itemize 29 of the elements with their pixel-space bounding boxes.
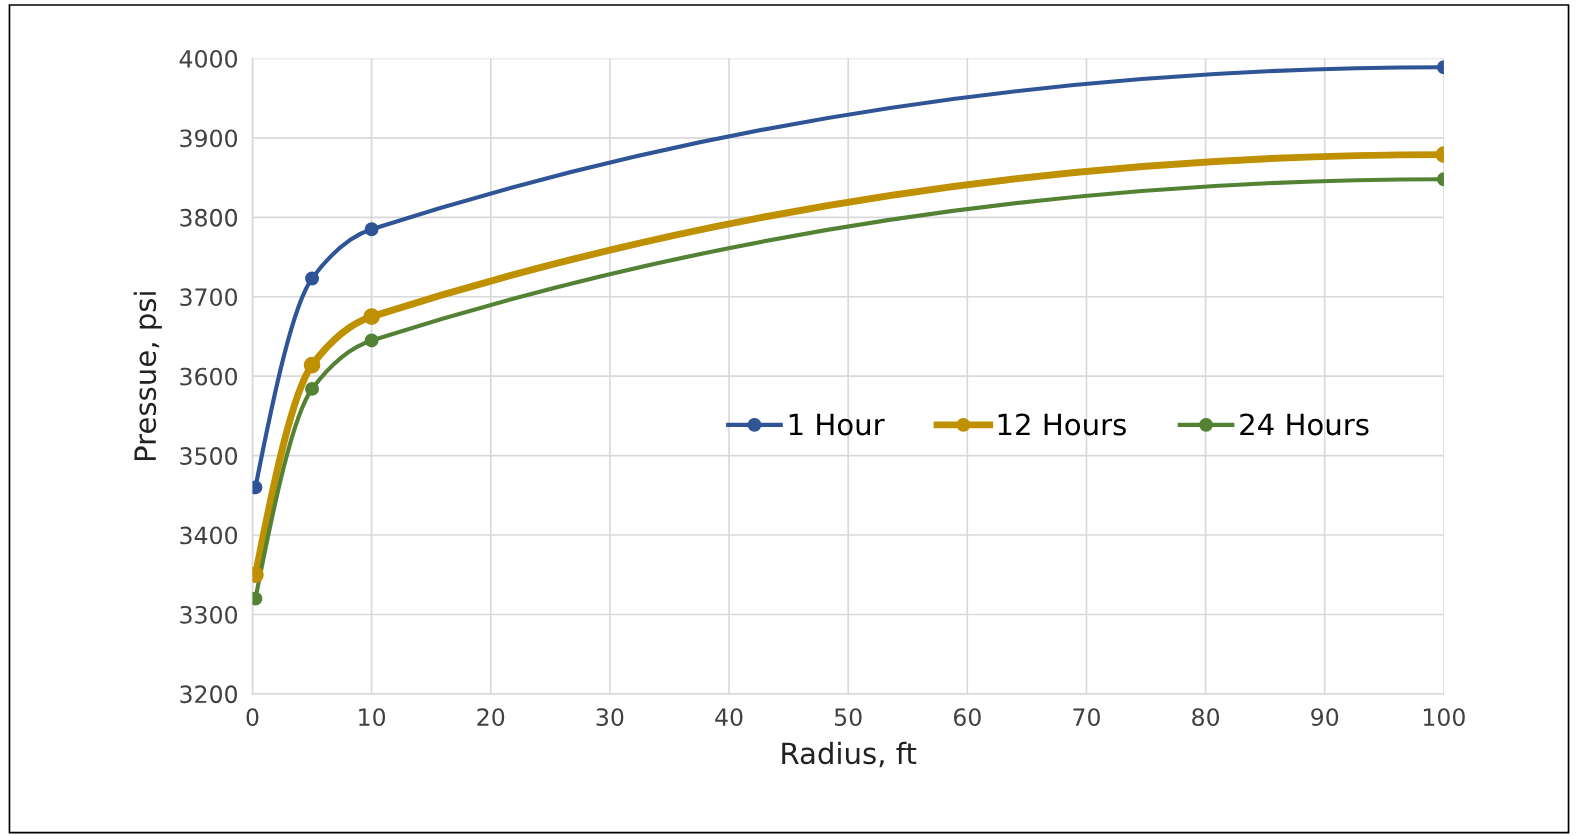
y-tick-label: 4000	[179, 49, 238, 68]
y-tick-label: 3400	[180, 526, 238, 545]
x-tick-label: 70	[1073, 708, 1100, 727]
y-tick-label: 3700	[180, 288, 238, 307]
point	[252, 480, 263, 495]
point	[305, 271, 319, 286]
x-tick-label: 0	[246, 708, 259, 727]
x-tick-label: 40	[715, 708, 743, 727]
point	[252, 591, 263, 606]
x-tick-label: 20	[477, 708, 505, 727]
y-tick-label: 3300	[180, 605, 238, 624]
x-tick-label: 30	[596, 708, 624, 727]
x-tick-label: 90	[1311, 708, 1339, 727]
legend-label: 24 Hours	[1240, 413, 1369, 436]
x-tick-label: 60	[953, 708, 981, 727]
x-tick-label: 80	[1192, 708, 1220, 727]
legend-label: 12 Hours	[998, 413, 1126, 436]
y-tick-label: 3600	[180, 367, 238, 386]
y-tick-label: 3800	[180, 208, 238, 227]
point	[305, 381, 319, 396]
legend-label: 1 Hour	[789, 413, 885, 436]
y-tick-label: 3200	[180, 685, 238, 704]
x-tick-label: 100	[1423, 708, 1465, 727]
x-tick-label: 50	[834, 708, 862, 727]
x-tick-label: 10	[359, 708, 386, 727]
y-tick-label: 3900	[180, 129, 238, 148]
y-tick-label: 3500	[180, 447, 238, 465]
x-axis-title: Radius, ft	[782, 741, 917, 768]
y-axis-title: Pressue, psi	[133, 292, 162, 461]
